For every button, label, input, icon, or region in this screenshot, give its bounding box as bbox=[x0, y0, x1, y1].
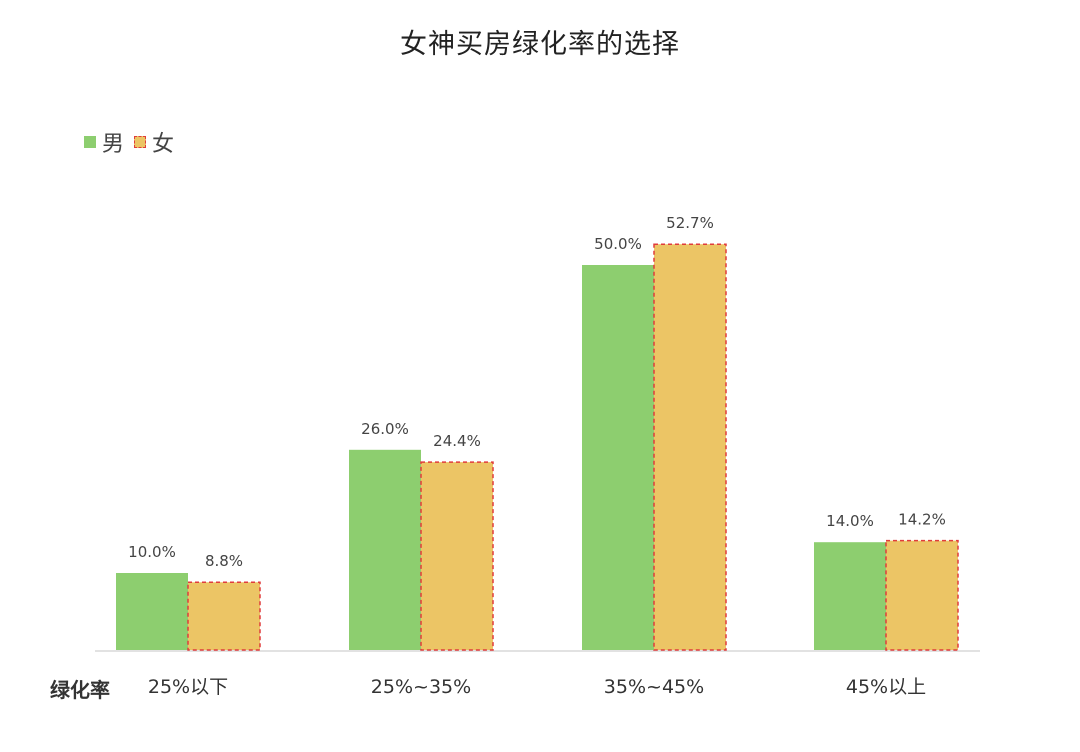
chart-legend: 男 女 bbox=[84, 126, 184, 158]
bar-male-0 bbox=[116, 573, 188, 650]
x-axis-title: 绿化率 bbox=[50, 678, 110, 702]
data-label-female-0: 8.8% bbox=[205, 552, 243, 570]
data-label-male-3: 14.0% bbox=[826, 512, 874, 530]
bar-male-1 bbox=[349, 449, 421, 650]
bar-female-3 bbox=[885, 539, 959, 651]
data-label-female-3: 14.2% bbox=[898, 511, 946, 529]
legend-item-female: 女 bbox=[134, 126, 174, 158]
x-tick-label-1: 25%~35% bbox=[371, 676, 471, 698]
legend-label-female: 女 bbox=[152, 132, 175, 157]
legend-swatch-male bbox=[84, 136, 96, 148]
x-tick-label-3: 45%以上 bbox=[846, 676, 926, 698]
bar-female-2 bbox=[653, 243, 727, 651]
legend-swatch-female bbox=[134, 136, 147, 148]
bar-female-0 bbox=[187, 581, 261, 651]
legend-item-male: 男 bbox=[84, 126, 124, 158]
x-tick-label-2: 35%~45% bbox=[604, 676, 704, 698]
bar-male-3 bbox=[814, 542, 886, 650]
data-label-female-2: 52.7% bbox=[666, 214, 714, 232]
data-label-male-0: 10.0% bbox=[128, 543, 176, 561]
chart-title: 女神买房绿化率的选择 bbox=[400, 29, 680, 60]
bar-female-1 bbox=[420, 461, 494, 651]
x-tick-label-0: 25%以下 bbox=[148, 676, 228, 698]
bar-male-2 bbox=[582, 265, 654, 650]
data-label-female-1: 24.4% bbox=[433, 432, 481, 450]
data-label-male-1: 26.0% bbox=[361, 420, 409, 438]
data-label-male-2: 50.0% bbox=[594, 235, 642, 253]
legend-label-male: 男 bbox=[102, 132, 125, 157]
